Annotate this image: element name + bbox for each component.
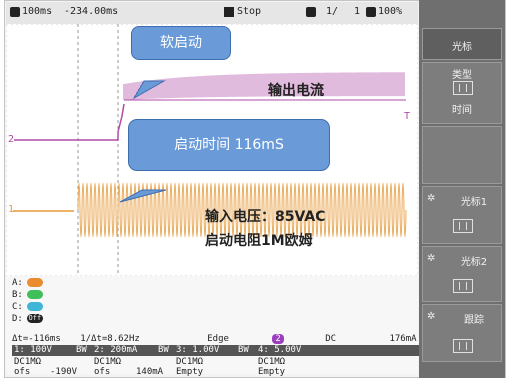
- timebase-icon: [10, 7, 20, 17]
- input-voltage-trace: [13, 182, 407, 238]
- trigger-marker: T: [404, 111, 410, 122]
- ch2-scale[interactable]: 2: 200mA: [94, 345, 138, 355]
- measurement-panel: A: B: C: D: Off Δt=-116ms 1/Δt=8.62Hz Edg…: [6, 276, 422, 377]
- memory-usage: 100%: [378, 6, 403, 17]
- channel-c-pill: [26, 302, 43, 311]
- ch1-ofs-label: ofs: [14, 367, 31, 377]
- input-voltage-label: 输入电压：85VAC: [205, 209, 326, 225]
- gear-icon: ✲: [427, 193, 436, 204]
- gear-icon: ✲: [427, 253, 436, 264]
- timebase-value: 100ms: [22, 6, 53, 17]
- cursor-title-label: 光标: [452, 42, 472, 53]
- memory-icon: [366, 7, 376, 17]
- acq-count: 1/: [326, 6, 339, 17]
- ch1-ofs-value: -190V: [50, 367, 78, 377]
- inverse-delta-t: 1/Δt=8.62Hz: [80, 334, 140, 344]
- ch3-scale[interactable]: 3: 1.00V: [176, 345, 220, 355]
- cursor2-icon: [453, 279, 473, 293]
- status-bar: 100ms -234.00ms Stop 1/ 1 100%: [6, 2, 418, 25]
- channel-c-row[interactable]: C:: [12, 302, 43, 313]
- acq-total: 1: [354, 6, 361, 17]
- ch1-marker: 1: [8, 204, 14, 215]
- ch3-empty: Empty: [176, 367, 204, 377]
- cursor1-icon: [453, 219, 473, 233]
- ch4-empty: Empty: [258, 367, 286, 377]
- channel-b-row[interactable]: B:: [12, 290, 43, 301]
- channel-d-row[interactable]: D: Off: [12, 314, 43, 325]
- cursor1-label: 光标1: [460, 197, 488, 208]
- ch2-ofs-label: ofs: [94, 367, 111, 377]
- channel-d-label: D:: [12, 314, 23, 324]
- ch2-bw: BW: [158, 345, 169, 355]
- stop-icon: [224, 7, 234, 17]
- ch3-bw: BW: [238, 345, 249, 355]
- track-icon: [453, 339, 473, 353]
- channel-b-label: B:: [12, 290, 23, 300]
- ch3-coupling: DC1MΩ: [176, 357, 204, 367]
- output-current-label: 输出电流: [268, 83, 324, 99]
- ch4-scale[interactable]: 4: 5.00V: [258, 345, 302, 355]
- delta-t: Δt=-116ms: [12, 334, 61, 344]
- trigger-channel[interactable]: 2: [272, 334, 284, 344]
- cursor2-label: 光标2: [460, 257, 488, 268]
- time-cursor-icon: [453, 81, 473, 95]
- soft-start-callout: 软启动: [131, 26, 231, 60]
- startup-resistor-label: 启动电阻1M欧姆: [205, 233, 313, 249]
- startup-time-callout: 启动时间 116mS: [128, 119, 330, 171]
- cursor1-button[interactable]: ✲ 光标1: [422, 186, 502, 244]
- waveform-display: 2 1 T: [6, 24, 418, 276]
- ch4-coupling: DC1MΩ: [258, 357, 286, 367]
- ch2-coupling: DC1MΩ: [94, 357, 122, 367]
- empty-softkey[interactable]: [422, 126, 502, 184]
- measure-row: Δt=-116ms 1/Δt=8.62Hz Edge 2 DC 176mA: [12, 334, 417, 344]
- ch1-coupling: DC1MΩ: [14, 357, 42, 367]
- channel-a-label: A:: [12, 278, 23, 288]
- trigger-level: 176mA: [389, 334, 417, 344]
- callout1-pointer: [132, 80, 166, 100]
- run-state[interactable]: Stop: [237, 6, 262, 17]
- acquisition-icon: [306, 7, 316, 17]
- channel-a-row[interactable]: A:: [12, 278, 43, 289]
- channel-c-label: C:: [12, 302, 23, 312]
- coupling-row: DC1MΩ DC1MΩ DC1MΩ DC1MΩ: [12, 357, 422, 367]
- ch1-scale[interactable]: 1: 100V: [14, 345, 52, 355]
- channel-settings-header: 1: 100V BW 2: 200mA BW 3: 1.00V BW 4: 5.…: [12, 345, 422, 356]
- cursor-type-button[interactable]: 类型 时间: [422, 62, 502, 124]
- side-menu: 光标 类型 时间 ✲ 光标1 ✲ 光标2 ✲ 跟踪: [419, 0, 505, 378]
- cursor-type-value: 时间: [452, 105, 472, 116]
- time-offset: -234.00ms: [64, 6, 119, 17]
- cursor-menu-title[interactable]: 光标: [422, 28, 502, 60]
- callout2-pointer: [119, 189, 167, 203]
- trigger-type[interactable]: Edge: [207, 334, 229, 344]
- channel-b-pill: [26, 290, 43, 299]
- ch2-ofs-value: 140mA: [136, 367, 164, 377]
- trigger-coupling: DC: [325, 334, 337, 344]
- cursor-type-label: 类型: [452, 70, 472, 81]
- ch1-bw: BW: [76, 345, 87, 355]
- cursor2-button[interactable]: ✲ 光标2: [422, 246, 502, 302]
- track-button[interactable]: ✲ 跟踪: [422, 304, 502, 362]
- offset-row: ofs -190V ofs 140mA Empty Empty: [12, 367, 422, 377]
- channel-a-pill: [26, 278, 43, 287]
- channel-d-off-pill: Off: [26, 314, 43, 323]
- track-label: 跟踪: [464, 315, 484, 326]
- ch2-marker: 2: [8, 134, 14, 145]
- gear-icon: ✲: [427, 311, 436, 322]
